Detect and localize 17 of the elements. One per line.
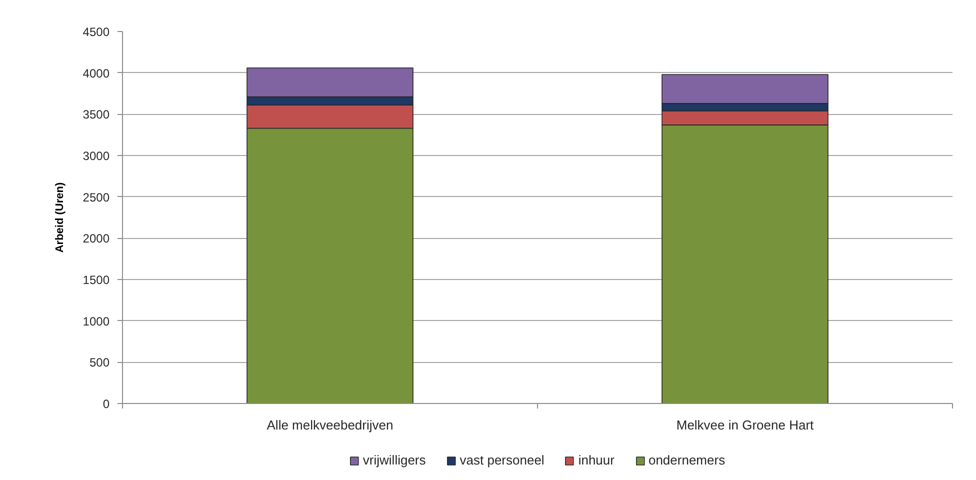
legend-label: vrijwilligers <box>362 452 426 468</box>
y-tick-label: 3500 <box>82 108 110 122</box>
y-tick-label: 4500 <box>82 25 110 39</box>
y-tick-label: 2500 <box>82 190 110 204</box>
x-tick-label: Melkvee in Groene Hart <box>676 418 814 432</box>
y-axis-title: Arbeid (Uren) <box>54 182 66 253</box>
y-tick-label: 1500 <box>82 273 110 287</box>
x-tick-label: Alle melkveebedrijven <box>266 418 394 432</box>
y-tick-label: 2000 <box>82 232 110 246</box>
legend-label: ondernemers <box>648 452 726 468</box>
y-tick-label: 4000 <box>82 66 110 80</box>
y-tick-label: 0 <box>102 397 110 411</box>
legend-label: vast personeel <box>460 452 544 468</box>
y-tick-label: 1000 <box>82 314 110 328</box>
y-tick-label: 3000 <box>82 149 110 163</box>
legend-label: inhuur <box>578 452 614 468</box>
y-tick-label: 500 <box>89 356 110 370</box>
